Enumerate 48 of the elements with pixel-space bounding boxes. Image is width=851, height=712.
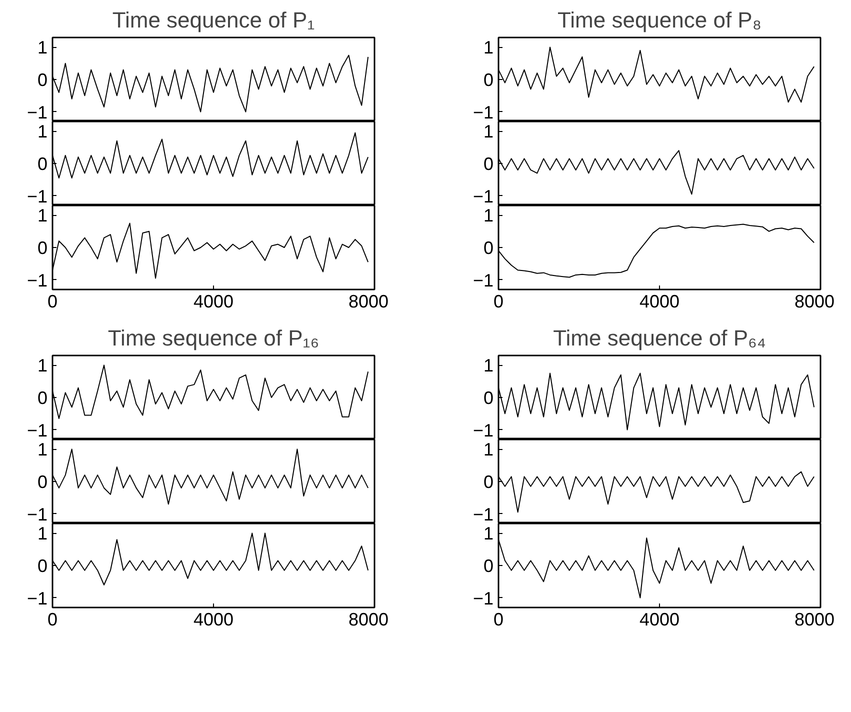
chart-title: Time sequence of P₁₆ — [108, 326, 320, 350]
y-tick-label: 1 — [483, 524, 494, 544]
y-tick-label: −1 — [472, 186, 494, 206]
y-tick-label: 0 — [37, 556, 48, 576]
y-tick-label: 0 — [483, 238, 494, 258]
y-tick-label: 1 — [37, 524, 48, 544]
x-tick-label: 8000 — [348, 610, 389, 630]
y-tick-label: −1 — [26, 186, 48, 206]
y-tick-label: 1 — [37, 440, 48, 460]
y-tick-label: 1 — [483, 206, 494, 226]
x-tick-label: 4000 — [639, 610, 680, 630]
y-tick-label: 0 — [37, 70, 48, 90]
y-tick-label: −1 — [26, 420, 48, 440]
chart-title: Time sequence of P₆₄ — [553, 326, 766, 350]
y-tick-label: 1 — [483, 38, 494, 58]
y-tick-label: 1 — [483, 122, 494, 142]
x-tick-label: 4000 — [639, 292, 680, 312]
y-tick-label: 1 — [483, 440, 494, 460]
x-tick-label: 8000 — [794, 610, 835, 630]
y-tick-label: 1 — [37, 122, 48, 142]
x-tick-label: 4000 — [193, 292, 234, 312]
y-tick-label: 0 — [483, 154, 494, 174]
x-tick-label: 8000 — [794, 292, 835, 312]
y-tick-label: 1 — [37, 38, 48, 58]
y-tick-label: −1 — [26, 588, 48, 608]
y-tick-label: 0 — [483, 388, 494, 408]
y-tick-label: 0 — [37, 238, 48, 258]
y-tick-label: 0 — [37, 472, 48, 492]
y-tick-label: −1 — [472, 270, 494, 290]
y-tick-label: 0 — [37, 388, 48, 408]
y-tick-label: −1 — [472, 420, 494, 440]
y-tick-label: 0 — [483, 472, 494, 492]
y-tick-label: −1 — [26, 270, 48, 290]
y-tick-label: −1 — [472, 588, 494, 608]
y-tick-label: −1 — [472, 102, 494, 122]
y-tick-label: −1 — [26, 504, 48, 524]
x-tick-label: 8000 — [348, 292, 389, 312]
x-tick-label: 4000 — [193, 610, 234, 630]
y-tick-label: −1 — [472, 504, 494, 524]
y-tick-label: −1 — [26, 102, 48, 122]
y-tick-label: 0 — [483, 556, 494, 576]
chart-title: Time sequence of P₈ — [558, 8, 762, 32]
y-tick-label: 1 — [483, 356, 494, 376]
chart-title: Time sequence of P₁ — [112, 8, 315, 32]
y-tick-label: 0 — [483, 70, 494, 90]
y-tick-label: 1 — [37, 206, 48, 226]
y-tick-label: 1 — [37, 356, 48, 376]
y-tick-label: 0 — [37, 154, 48, 174]
